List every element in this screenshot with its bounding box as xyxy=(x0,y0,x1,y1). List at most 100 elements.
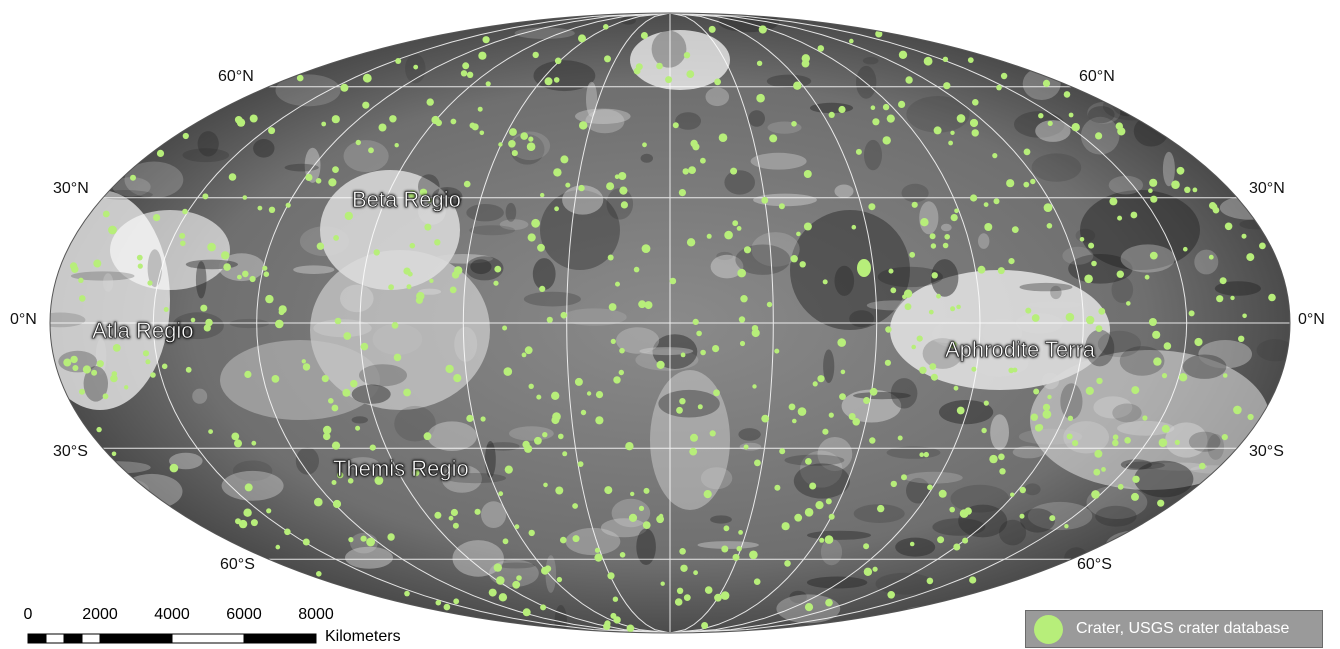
crater-marker xyxy=(1025,307,1032,314)
crater-marker xyxy=(208,429,214,434)
crater-marker xyxy=(604,486,613,495)
crater-marker xyxy=(249,275,256,283)
crater-marker xyxy=(1101,467,1106,472)
crater-marker xyxy=(1031,314,1040,322)
lat-0n-right: 0°N xyxy=(1298,311,1325,328)
crater-marker xyxy=(242,195,248,200)
terrain-patch xyxy=(1099,87,1162,94)
terrain-patch xyxy=(766,74,812,88)
terrain-patch xyxy=(716,251,734,261)
terrain-patch xyxy=(700,467,733,490)
crater-marker xyxy=(738,316,746,323)
crater-marker xyxy=(111,451,117,457)
crater-marker xyxy=(265,294,274,304)
crater-marker xyxy=(901,474,907,481)
crater-marker xyxy=(898,100,906,108)
crater-marker xyxy=(628,513,638,523)
crater-marker xyxy=(1085,386,1094,395)
crater-marker xyxy=(672,122,679,129)
crater-marker xyxy=(393,353,402,362)
crater-marker xyxy=(1072,440,1079,447)
crater-marker xyxy=(498,142,503,147)
scale-segment xyxy=(99,633,173,644)
terrain-patch xyxy=(1162,151,1175,187)
terrain-patch xyxy=(565,527,621,556)
crater-marker xyxy=(838,105,846,114)
crater-marker xyxy=(415,296,423,304)
crater-marker xyxy=(435,599,442,606)
terrain-patch xyxy=(1088,106,1115,124)
crater-marker xyxy=(756,60,763,66)
crater-marker xyxy=(828,412,834,418)
crater-marker xyxy=(469,122,476,129)
meridian-line xyxy=(669,13,1188,633)
crater-marker xyxy=(606,182,615,191)
crater-marker xyxy=(863,543,870,550)
crater-marker xyxy=(479,130,485,136)
crater-marker xyxy=(614,174,620,179)
crater-marker xyxy=(477,106,483,112)
terrain-patch xyxy=(295,447,319,475)
crater-marker xyxy=(321,121,327,127)
crater-marker xyxy=(1036,424,1044,431)
terrain-patch xyxy=(575,108,631,125)
terrain-patch xyxy=(497,562,535,569)
crater-marker xyxy=(275,544,281,550)
crater-marker xyxy=(923,451,929,458)
crater-marker xyxy=(931,272,938,279)
terrain-patch xyxy=(120,525,165,542)
terrain-patch xyxy=(218,253,265,282)
terrain-patch xyxy=(427,421,477,452)
terrain-patch xyxy=(505,202,517,222)
crater-marker xyxy=(1096,377,1103,385)
legend-label: Crater, USGS crater database xyxy=(1076,620,1290,637)
crater-marker xyxy=(839,393,846,400)
crater-marker xyxy=(223,263,231,271)
crater-marker xyxy=(959,509,969,518)
terrain-patch xyxy=(1085,329,1115,367)
crater-marker xyxy=(761,414,770,423)
terrain-patch xyxy=(877,266,943,288)
terrain-patch xyxy=(1260,26,1288,60)
terrain-patch xyxy=(1194,249,1219,275)
crater-marker xyxy=(145,359,151,365)
terrain-patch xyxy=(866,300,923,311)
scale-segment xyxy=(45,633,65,644)
terrain-patch xyxy=(170,563,219,598)
crater-marker xyxy=(909,541,915,547)
crater-marker xyxy=(1030,413,1039,421)
crater-marker xyxy=(136,254,143,261)
crater-marker xyxy=(753,578,761,585)
crater-marker xyxy=(882,103,890,111)
crater-marker xyxy=(1246,253,1255,262)
crater-marker xyxy=(886,114,895,123)
crater-marker xyxy=(872,566,878,572)
terrain-patch xyxy=(313,319,372,338)
crater-marker xyxy=(817,45,825,52)
terrain-patch xyxy=(514,27,575,39)
crater-marker xyxy=(185,366,192,373)
terrain-patch xyxy=(469,225,515,236)
crater-marker xyxy=(679,548,686,555)
crater-marker xyxy=(1144,274,1150,280)
terrain-patch xyxy=(1062,246,1094,265)
crater-marker xyxy=(1124,437,1131,444)
crater-marker xyxy=(758,25,767,34)
crater-marker xyxy=(697,404,703,410)
terrain-patch xyxy=(1086,485,1148,519)
crater-marker xyxy=(796,231,801,237)
crater-marker xyxy=(828,111,835,118)
crater-marker xyxy=(374,476,384,485)
crater-marker xyxy=(572,535,580,543)
crater-marker xyxy=(837,338,846,347)
crater-marker xyxy=(1038,113,1044,119)
terrain-patch xyxy=(1183,528,1244,545)
terrain-patch xyxy=(753,193,817,207)
crater-marker xyxy=(485,81,491,87)
crater-marker xyxy=(93,259,102,268)
crater-marker xyxy=(788,403,796,411)
terrain-patch xyxy=(233,47,265,57)
crater-marker xyxy=(450,508,458,517)
crater-marker xyxy=(360,342,369,351)
crater-marker xyxy=(937,536,945,544)
